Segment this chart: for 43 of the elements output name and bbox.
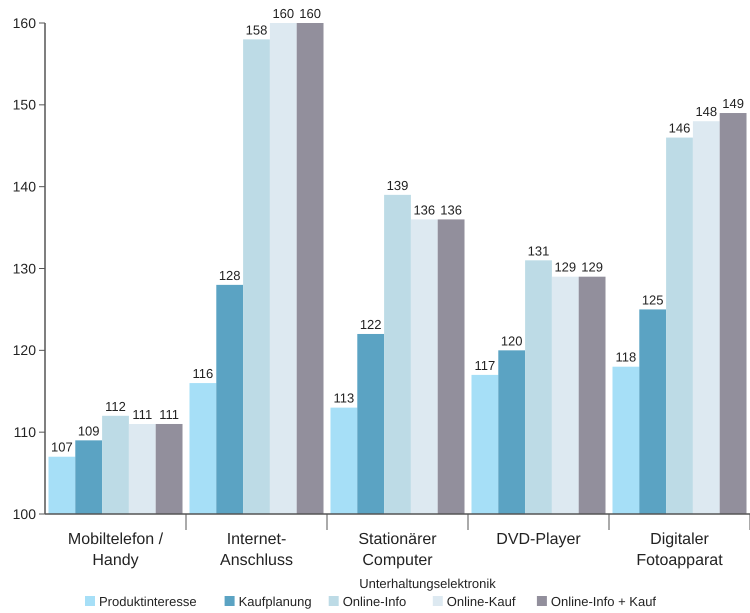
data-label: 128 — [218, 268, 241, 283]
data-label: 131 — [528, 243, 550, 258]
x-tick-label: Internet- Anschluss — [220, 531, 293, 569]
x-axis-title: Unterhaltungselektronik — [359, 576, 496, 591]
x-tick-label: Stationärer Computer — [358, 531, 438, 569]
data-label: 139 — [386, 178, 408, 193]
data-label: 111 — [159, 406, 179, 422]
data-label: 148 — [695, 104, 718, 120]
data-label: 125 — [642, 292, 664, 308]
data-label: 116 — [192, 366, 214, 382]
data-label: 122 — [360, 316, 382, 332]
data-label: 160 — [299, 6, 321, 21]
data-label: 109 — [78, 423, 100, 438]
x-tick-label: Mobiltelefon / Handy — [68, 531, 164, 569]
y-tick-label: 150 — [12, 96, 36, 113]
x-tick-label: DVD-Player — [496, 531, 582, 548]
data-label: 136 — [413, 202, 436, 218]
x-tick-label: Digitaler Fotoapparat — [636, 531, 724, 569]
data-label: 113 — [334, 390, 354, 406]
data-label: 160 — [272, 6, 294, 21]
data-label: 136 — [440, 202, 462, 218]
data-label: 118 — [616, 350, 636, 365]
data-label: 149 — [722, 96, 744, 112]
y-tick-label: 110 — [14, 424, 36, 440]
y-tick-label: 120 — [12, 342, 36, 358]
data-label: 120 — [500, 333, 523, 348]
data-label: 112 — [105, 398, 126, 414]
data-label: 129 — [554, 260, 576, 275]
y-tick-label: 100 — [12, 506, 36, 522]
legend-label: Kaufplanung — [238, 594, 312, 609]
data-label: 107 — [51, 440, 73, 455]
y-tick-label: 160 — [12, 14, 36, 31]
data-label: 111 — [132, 406, 152, 422]
y-tick-label: 130 — [12, 260, 36, 276]
y-tick-label: 140 — [12, 178, 36, 195]
legend-label: Online-Kauf — [446, 594, 516, 609]
data-label: 146 — [668, 120, 690, 136]
legend-label: Online-Info + Kauf — [550, 594, 656, 609]
legend-label: Online-Info — [342, 594, 406, 609]
data-label: 117 — [474, 358, 496, 373]
legend-label: Produktinteresse — [99, 594, 197, 609]
data-label: 158 — [246, 22, 268, 38]
data-label: 129 — [581, 260, 603, 275]
